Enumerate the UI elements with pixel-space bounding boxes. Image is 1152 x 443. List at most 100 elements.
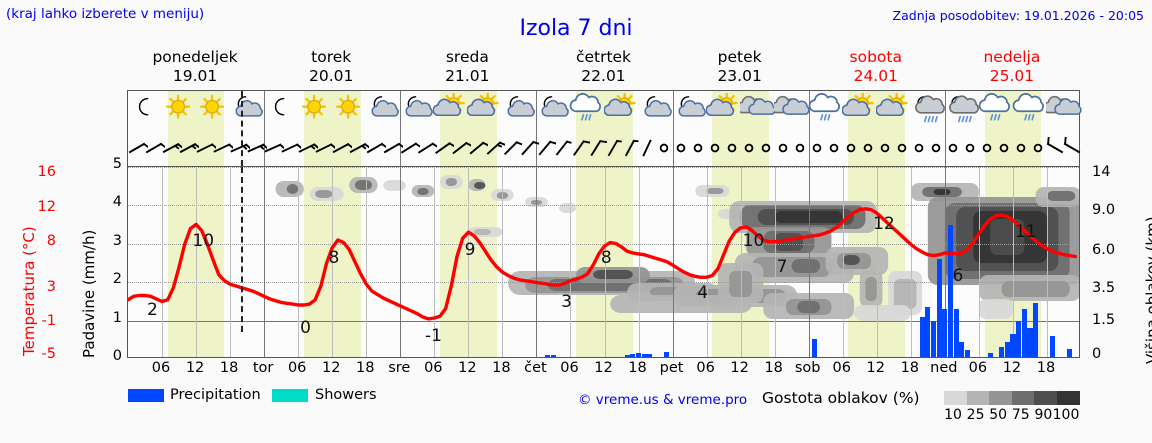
precipitation-tick: 4 [112, 194, 122, 211]
grid-line-vertical [876, 167, 878, 357]
wind-barb-icon [874, 137, 896, 163]
cloud-density-step [966, 391, 990, 405]
wind-barb-icon [568, 137, 590, 163]
precipitation-tick: 5 [112, 156, 122, 172]
temperature-tick: 16 [37, 164, 56, 180]
grid-line-vertical [162, 167, 164, 357]
precipitation-bar [936, 259, 942, 357]
day-header-5: petek 23.01 [672, 48, 808, 88]
cloud-rain-icon [569, 93, 605, 133]
wind-barb-icon [806, 137, 828, 163]
cloudheight-tick: 6.0 [1092, 242, 1116, 258]
wind-barb-icon [721, 137, 743, 163]
precipitation-bar [647, 354, 653, 357]
cloud-density-step-label: 25 [966, 407, 985, 423]
cloud-density-step [944, 391, 967, 405]
precipitation-bar [811, 339, 817, 357]
wind-barb-icon [840, 137, 862, 163]
precipitation-bar [1010, 333, 1016, 357]
day-name: ponedeljek [152, 48, 238, 66]
wind-barb-icon [364, 137, 386, 163]
precipitation-bar [1067, 348, 1073, 357]
wind-barb-icon [857, 137, 879, 163]
wind-barb-icon [500, 137, 522, 163]
precipitation-bar [550, 355, 557, 357]
wind-barb-icon [755, 137, 777, 163]
temperature-curve [128, 207, 1077, 321]
cloudheight-tick: 14 [1092, 164, 1111, 180]
day-name: petek [717, 48, 762, 66]
temperature-tick: 8 [46, 233, 56, 249]
precipitation-bar [930, 320, 937, 357]
precipitation-bar [925, 307, 931, 357]
wind-barb-icon [925, 137, 947, 163]
precipitation-bar [641, 353, 647, 357]
moon-icon [263, 93, 299, 133]
wind-barb-icon [534, 137, 556, 163]
temperature-point-label: 10 [742, 231, 765, 251]
grid-line-vertical [264, 167, 266, 357]
moon-cloud-icon [365, 93, 401, 133]
cloud-density-step-label: 100 [1052, 407, 1080, 423]
moon-cloud-icon [501, 93, 537, 133]
cloud-icon [1045, 93, 1082, 133]
wind-barb-icon [704, 137, 726, 163]
x-axis-tick-label: 18 [764, 360, 783, 376]
cloud-cover-layer [275, 175, 1079, 321]
day-date: 24.01 [853, 67, 898, 85]
day-name: sobota [849, 48, 902, 66]
x-axis-tick-label: 06 [424, 360, 443, 376]
grid-line-vertical [842, 167, 844, 357]
cloud-density-step [1011, 391, 1035, 405]
copyright-link[interactable]: © vreme.us & vreme.pro [578, 392, 748, 408]
temperature-point-label: 11 [1014, 222, 1037, 243]
moon-rain-icon [944, 93, 980, 133]
temperature-tick: 3 [46, 279, 56, 295]
grid-line-vertical [332, 167, 334, 357]
sun-icon [161, 93, 197, 133]
wind-barb-icon [551, 137, 573, 163]
grid-line-vertical [978, 167, 980, 357]
wind-barb-icon [279, 137, 301, 163]
sun-icon [331, 93, 367, 133]
grid-line-vertical [1012, 167, 1014, 357]
day-name: torek [311, 48, 352, 66]
cloud-density-step [1034, 391, 1057, 405]
x-axis-tick-label: 18 [492, 360, 511, 376]
temperature-point-label: 7 [776, 257, 788, 277]
x-axis-tick-label: 12 [866, 360, 885, 376]
wind-barb-icon [143, 137, 165, 163]
moon-cloud-icon [638, 93, 674, 133]
grid-line-vertical [944, 167, 946, 357]
moon-rain-icon [910, 93, 946, 133]
precipitation-bar [635, 353, 642, 357]
wind-barb-icon [1044, 137, 1066, 163]
x-axis-tick-label: 18 [219, 360, 239, 376]
x-axis-tick-label: 18 [1036, 360, 1056, 376]
temperature-point-label: 4 [697, 283, 709, 303]
wind-barb-icon [432, 137, 454, 163]
current-time-marker [241, 167, 244, 332]
x-axis-tick-label: 12 [730, 360, 749, 376]
location-hint[interactable]: (kraj lahko izberete v meniju) [6, 6, 205, 22]
wind-barb-icon [653, 137, 675, 163]
wind-barb-icon [211, 137, 233, 163]
day-name: sreda [445, 48, 489, 66]
temperature-point-label: 10 [192, 231, 215, 251]
wind-barb-icon [398, 137, 420, 163]
wind-barb-icon [245, 137, 267, 163]
wind-barb-icon [976, 137, 998, 163]
grid-line-vertical [400, 167, 402, 357]
precipitation-bar [1021, 309, 1027, 357]
x-axis-tick-label: 06 [696, 360, 715, 376]
cloudheight-tick: 3.5 [1092, 280, 1116, 296]
cloud-density-step [989, 391, 1012, 405]
moon-cloud-icon [535, 93, 571, 133]
precipitation-bar [1004, 341, 1010, 357]
grid-line-vertical [536, 167, 538, 357]
sun-cloud-icon [875, 93, 912, 133]
temperature-tick: -5 [41, 346, 56, 362]
day-date: 19.01 [172, 67, 218, 85]
grid-line-vertical [468, 167, 470, 357]
